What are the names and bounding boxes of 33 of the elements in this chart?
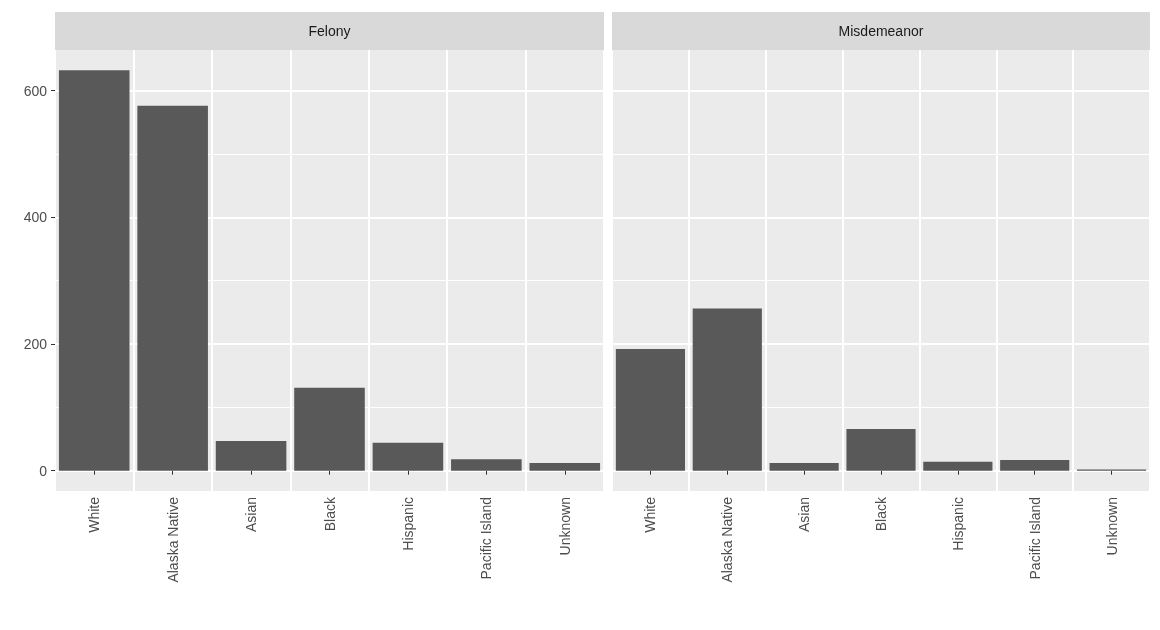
x-tick-label: Pacific Island xyxy=(478,497,495,580)
chart-title: Misdemeanor xyxy=(612,12,1150,50)
x-tick-label: Black xyxy=(873,496,889,532)
y-tick-label: 200 xyxy=(23,336,48,352)
bar xyxy=(294,387,365,471)
x-tick-label: Pacific Island xyxy=(1026,497,1043,580)
bar xyxy=(372,442,444,471)
x-tick-label: Unknown xyxy=(556,497,573,556)
bar xyxy=(215,440,287,471)
x-tick-label: Asian xyxy=(796,497,813,533)
y-tick-label: 400 xyxy=(23,209,48,226)
x-tick-label: Black xyxy=(321,496,338,532)
x-tick-label: White xyxy=(642,496,659,533)
bar xyxy=(923,461,993,471)
x-tick-label: Hispanic xyxy=(949,497,966,551)
x-tick-label: White xyxy=(86,496,103,533)
bar xyxy=(846,428,916,471)
bar xyxy=(58,70,130,471)
x-tick-label: Alaska Native xyxy=(719,496,736,583)
x-tick-label: Asian xyxy=(243,497,260,533)
chart-title: Felony xyxy=(55,12,604,50)
x-tick-label: Hispanic xyxy=(399,497,416,551)
y-tick-label: 0 xyxy=(39,462,48,479)
y-tick-label: 600 xyxy=(23,82,48,99)
bar xyxy=(692,308,762,471)
bar xyxy=(529,463,601,471)
bar xyxy=(1000,459,1070,471)
x-tick-label: Alaska Native xyxy=(164,496,181,583)
bar xyxy=(615,349,686,471)
bar xyxy=(451,459,522,471)
bar xyxy=(137,105,208,471)
x-tick-label: Unknown xyxy=(1103,497,1120,556)
bar xyxy=(769,463,839,471)
